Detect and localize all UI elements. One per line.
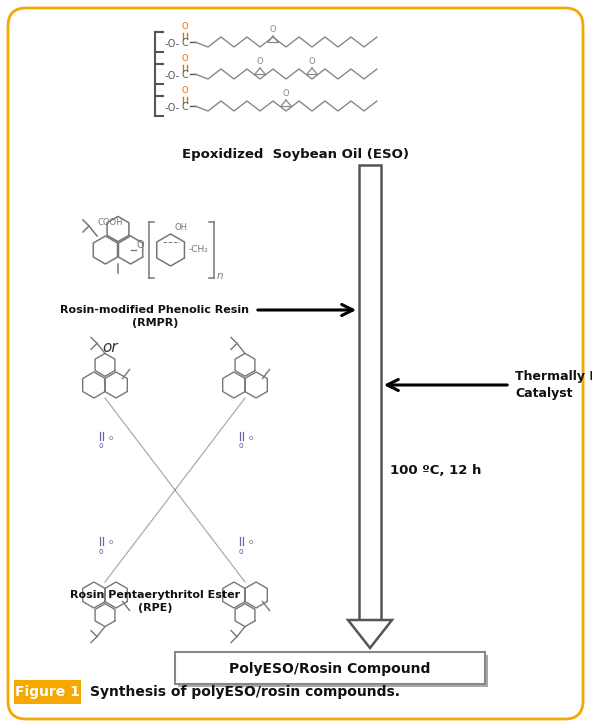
Text: Rosin-modified Phenolic Resin: Rosin-modified Phenolic Resin bbox=[60, 305, 249, 315]
Text: o: o bbox=[99, 441, 104, 451]
Text: C: C bbox=[182, 102, 188, 112]
Text: (RMPR): (RMPR) bbox=[132, 318, 178, 328]
Text: o: o bbox=[109, 435, 113, 441]
Text: PolyESO/Rosin Compound: PolyESO/Rosin Compound bbox=[229, 662, 431, 676]
Text: Figure 1: Figure 1 bbox=[15, 685, 79, 699]
Text: o: o bbox=[109, 539, 113, 545]
Text: COOH: COOH bbox=[97, 218, 123, 227]
Text: Epoxidized  Soybean Oil (ESO): Epoxidized Soybean Oil (ESO) bbox=[182, 148, 410, 161]
Text: -O-: -O- bbox=[165, 71, 180, 81]
Text: Rosin Pentaerythritol Ester: Rosin Pentaerythritol Ester bbox=[70, 590, 240, 600]
Text: O: O bbox=[257, 57, 263, 66]
Text: -O-: -O- bbox=[165, 39, 180, 49]
Text: 100 ºC, 12 h: 100 ºC, 12 h bbox=[390, 464, 481, 476]
Text: o: o bbox=[249, 435, 253, 441]
Text: -O-: -O- bbox=[165, 103, 180, 113]
Text: o: o bbox=[239, 441, 243, 451]
Text: o: o bbox=[99, 547, 104, 555]
Text: Synthesis of polyESO/rosin compounds.: Synthesis of polyESO/rosin compounds. bbox=[90, 685, 400, 699]
Text: o: o bbox=[249, 539, 253, 545]
Text: -CH₂: -CH₂ bbox=[189, 246, 208, 254]
Text: O: O bbox=[182, 22, 188, 31]
Text: Thermally Latent
Catalyst: Thermally Latent Catalyst bbox=[515, 370, 592, 400]
Text: n: n bbox=[217, 271, 223, 281]
Text: O: O bbox=[283, 89, 289, 98]
Text: or: or bbox=[102, 340, 118, 356]
Text: O: O bbox=[182, 54, 188, 63]
Text: O: O bbox=[182, 86, 188, 95]
Text: o: o bbox=[239, 547, 243, 555]
Polygon shape bbox=[348, 620, 392, 648]
FancyBboxPatch shape bbox=[14, 680, 81, 704]
Bar bbox=[175, 652, 485, 684]
Bar bbox=[178, 655, 488, 687]
Text: O: O bbox=[308, 57, 316, 66]
Text: O: O bbox=[137, 240, 144, 250]
Text: C: C bbox=[182, 70, 188, 80]
FancyBboxPatch shape bbox=[8, 8, 583, 719]
Text: O: O bbox=[270, 25, 276, 34]
Bar bbox=[359, 165, 381, 620]
Text: (RPE): (RPE) bbox=[138, 603, 172, 613]
Text: C: C bbox=[182, 38, 188, 48]
Text: OH: OH bbox=[175, 223, 188, 232]
